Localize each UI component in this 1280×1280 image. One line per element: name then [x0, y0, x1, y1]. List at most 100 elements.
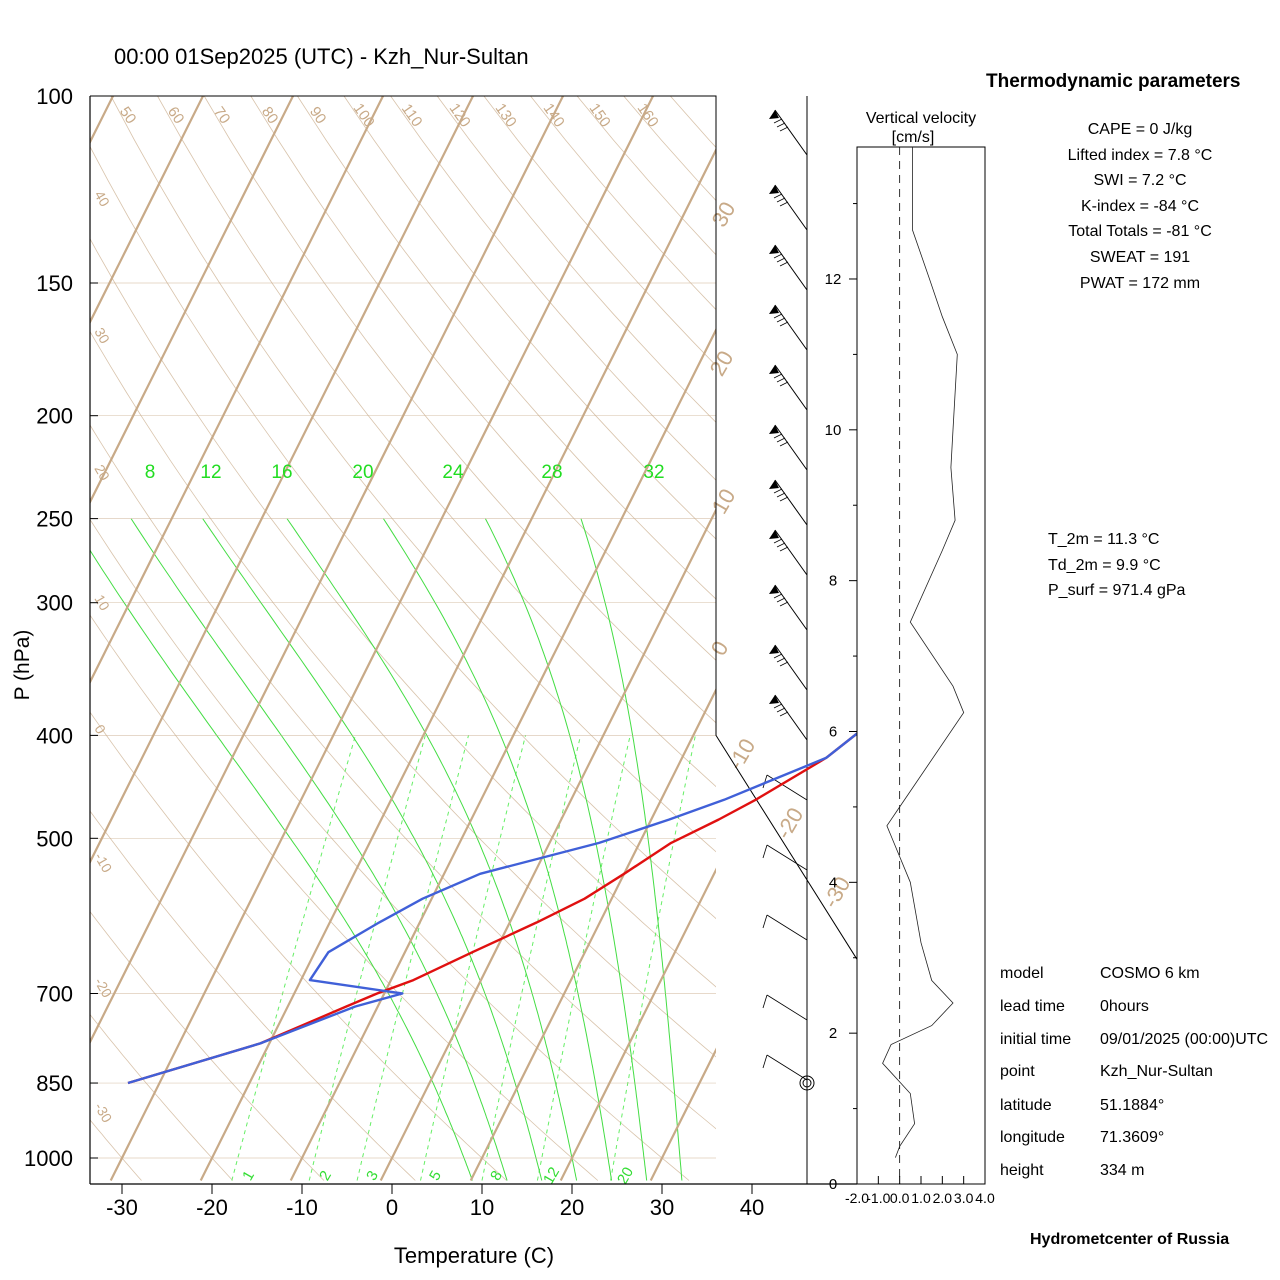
- wind-barb-feather: [779, 711, 789, 717]
- vv-tick-label: 1.0: [911, 1190, 931, 1206]
- pressure-tick-label: 850: [36, 1071, 73, 1096]
- lifted-index-value: Lifted index = 7.8 °C: [1067, 146, 1213, 164]
- dry-adiabat-label: 60: [164, 104, 187, 127]
- vertical-velocity-panel: Vertical velocity [cm/s] -2.0-1.0 0.0 1.0 2.0…: [825, 110, 995, 1206]
- wind-barb-feather: [779, 546, 789, 552]
- wind-barb-feather: [776, 122, 786, 128]
- wind-barb-staff: [774, 424, 808, 471]
- wind-barb-feather: [779, 381, 789, 387]
- wind-barb-feather: [773, 193, 783, 199]
- wind-barb-staff: [774, 694, 808, 741]
- wind-barb-staff: [766, 844, 808, 871]
- temperature-tick-label: 10: [470, 1195, 494, 1220]
- wind-barb-feather: [779, 126, 789, 132]
- isotherm-line: [109, 96, 654, 1181]
- mixing-ratio-label: 3: [363, 1168, 382, 1184]
- isotherm-label: 30: [707, 197, 741, 231]
- vv-units: [cm/s]: [892, 129, 935, 146]
- temperature-tick-label: 20: [560, 1195, 584, 1220]
- dry-adiabat: [90, 518, 690, 1181]
- wind-barb-feather: [779, 261, 789, 267]
- wind-barb-feather: [762, 774, 768, 789]
- vv-tick-label: -2.0: [845, 1190, 869, 1206]
- moist-adiabat-label: 20: [352, 462, 373, 483]
- moist-adiabat-label: 8: [145, 462, 156, 483]
- moist-adiabat-label: 32: [643, 462, 664, 483]
- mixing-ratio-line: [481, 735, 582, 1181]
- wind-barb-flag: [769, 110, 779, 119]
- temperature-tick-label: -10: [286, 1195, 318, 1220]
- wind-barb-feather: [779, 321, 789, 327]
- isotherm-line: [469, 687, 716, 1181]
- wind-barb-staff: [774, 479, 808, 526]
- t2m-value: T_2m = 11.3 °C: [1048, 531, 1160, 548]
- height-tick-label: 2: [829, 1025, 837, 1042]
- total-totals-value: Total Totals = -81 °C: [1068, 223, 1212, 241]
- wind-barb-feather: [776, 377, 786, 383]
- mixing-ratio-label: 2: [316, 1168, 335, 1184]
- mixing-ratio-label: 12: [540, 1164, 563, 1187]
- mixing-ratio-line: [420, 735, 526, 1181]
- meta-value: 09/01/2025 (00:00)UTC: [1100, 1031, 1269, 1048]
- isotherm-label: 0: [91, 722, 109, 737]
- wind-barb-feather: [773, 593, 783, 599]
- dry-adiabat-label: 110: [398, 101, 426, 130]
- dry-adiabat: [203, 96, 716, 724]
- vv-frame: [856, 146, 986, 1185]
- height-tick-label: 10: [825, 422, 842, 439]
- isotherm-label: -30: [91, 1100, 115, 1126]
- wind-barb-staff: [774, 304, 808, 351]
- plot-border: [90, 95, 858, 960]
- wind-barb-feather: [779, 601, 789, 607]
- meta-value: 71.3609°: [1100, 1129, 1165, 1146]
- wind-barb-staff: [766, 914, 808, 941]
- wind-barb-feather: [773, 313, 783, 319]
- mixing-ratio-line: [356, 735, 469, 1181]
- isotherm-line: [90, 96, 384, 685]
- moist-adiabat-label: 16: [271, 462, 292, 483]
- wind-barb-staff: [774, 644, 808, 691]
- wind-barb-feather: [773, 373, 783, 379]
- moist-adiabats: [90, 518, 683, 1181]
- isotherm-line: [199, 147, 716, 1181]
- isotherm-line: [90, 96, 474, 865]
- pressure-tick-label: 500: [36, 826, 73, 851]
- isotherm-label: 10: [707, 484, 741, 518]
- wind-barb-feather: [773, 538, 783, 544]
- dry-adiabat: [250, 96, 716, 661]
- meta-key: longitude: [1000, 1129, 1065, 1146]
- sweat-value: SWEAT = 191: [1089, 248, 1191, 266]
- pressure-tick-label: 700: [36, 981, 73, 1006]
- vv-tick-label: 2.0: [933, 1190, 953, 1206]
- wind-barb-flag: [769, 480, 779, 489]
- mixing-ratio-label: 5: [426, 1168, 445, 1184]
- vv-tick-label: 3.0: [954, 1190, 974, 1206]
- wind-barb-staff: [774, 529, 808, 576]
- dry-adiabat-label: 80: [258, 104, 281, 127]
- dry-adiabat-label: 130: [492, 100, 520, 130]
- wind-barb-staff: [766, 1054, 808, 1081]
- mixing-ratio-lines: [231, 735, 696, 1181]
- isotherm-line: [90, 96, 564, 1045]
- moist-adiabat: [202, 518, 543, 1181]
- meta-value: 334 m: [1100, 1162, 1145, 1179]
- wind-barb-feather: [776, 597, 786, 603]
- wind-barb-feather: [779, 441, 789, 447]
- wind-barb-feather: [773, 703, 783, 709]
- pressure-tick-label: 250: [36, 507, 73, 532]
- vv-tick-label: 0.0: [890, 1190, 910, 1206]
- wind-barb-feather: [762, 994, 768, 1009]
- height-tick-label: 4: [829, 874, 837, 891]
- wind-barb-flag: [769, 695, 779, 704]
- dry-adiabat: [157, 96, 716, 788]
- pressure-tick-label: 100: [36, 84, 73, 109]
- wind-barb-feather: [776, 257, 786, 263]
- mixing-ratio-line: [536, 735, 631, 1181]
- temperature-tick-label: 30: [650, 1195, 674, 1220]
- plot-frame: [89, 95, 858, 1185]
- surface-params-list: T_2m = 11.3 °C Td_2m = 9.9 °C P_surf = 9…: [1048, 527, 1185, 604]
- isotherm-line: [379, 507, 716, 1181]
- pressure-tick-label: 200: [36, 404, 73, 429]
- vv-tick-label: -1.0: [866, 1190, 890, 1206]
